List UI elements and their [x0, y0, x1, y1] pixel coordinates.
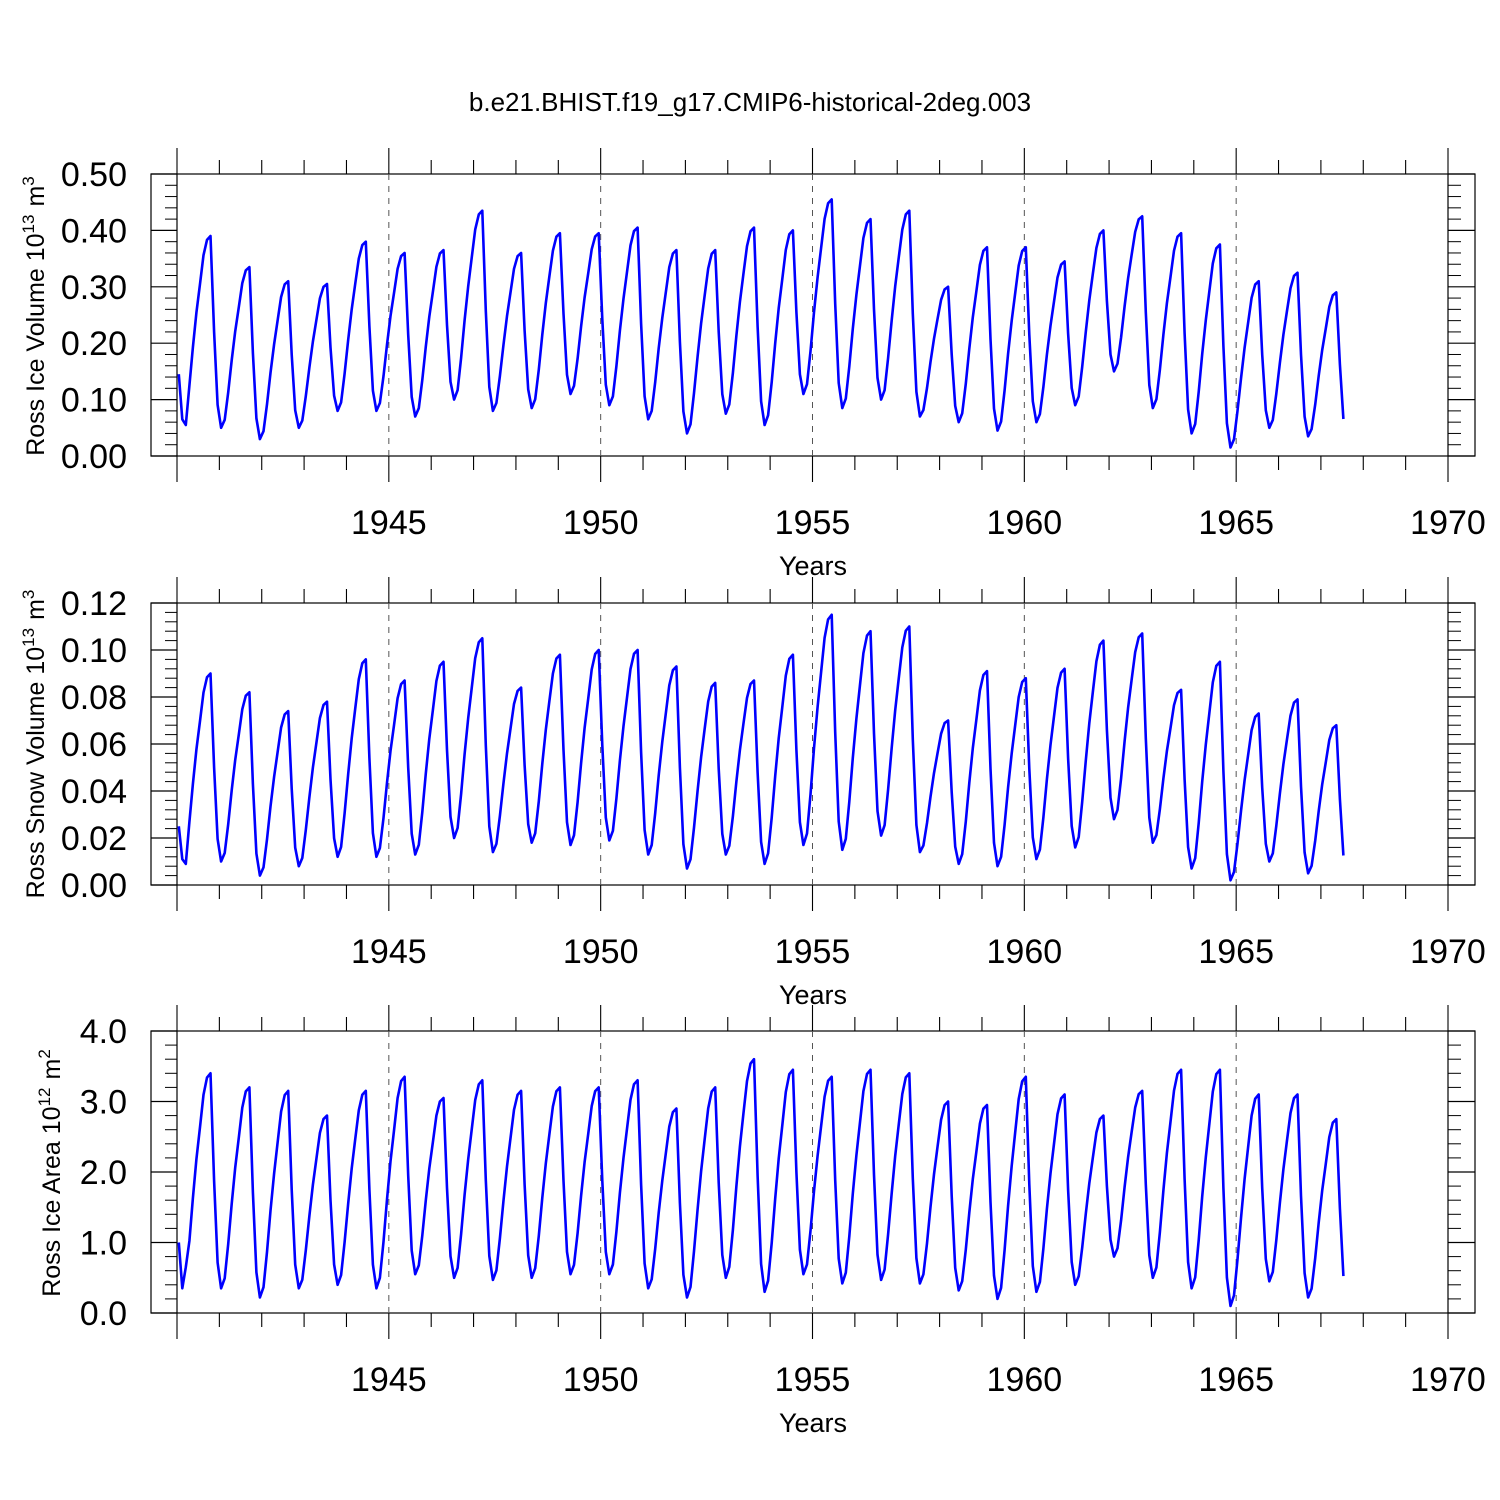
figure-title: b.e21.BHIST.f19_g17.CMIP6-historical-2de…: [469, 87, 1031, 117]
y-tick-label: 0.00: [61, 438, 127, 476]
y-tick-label: 0.10: [61, 382, 127, 420]
plot-frame: [150, 1030, 1476, 1314]
y-axis-label: Ross Ice Area 1012m2: [35, 1049, 66, 1297]
x-tick-label: 1945: [351, 1361, 427, 1399]
x-tick-label: 1955: [775, 1361, 851, 1399]
x-tick-label: 1960: [987, 1361, 1063, 1399]
y-tick-label: 1.0: [80, 1225, 127, 1263]
series-line: [177, 198, 1345, 449]
x-tick-label: 1945: [351, 933, 427, 971]
x-tick-label: 1965: [1198, 933, 1274, 971]
y-axis-label: Ross Snow Volume 1013m3: [19, 590, 50, 899]
x-tick-label: 1960: [987, 504, 1063, 542]
y-tick-label: 4.0: [80, 1013, 127, 1051]
y-tick-label: 0.0: [80, 1295, 127, 1333]
y-tick-label: 3.0: [80, 1084, 127, 1122]
y-tick-label: 0.06: [61, 726, 127, 764]
snow-volume-panel: Ross Snow Volume 1013m3 Years 0.000.020.…: [19, 577, 1486, 1010]
y-tick-label: 0.50: [61, 156, 127, 194]
y-tick-label: 0.12: [61, 585, 127, 623]
y-axis-label: Ross Ice Volume 1013m3: [19, 176, 50, 456]
x-tick-label: 1965: [1198, 504, 1274, 542]
x-tick-label: 1945: [351, 504, 427, 542]
ice-area-panel: Ross Ice Area 1012m2 Years 0.0 1.0 2.0 3.0 4…: [35, 1005, 1486, 1438]
x-tick-label: 1950: [563, 1361, 639, 1399]
y-tick-label: 2.0: [80, 1154, 127, 1192]
y-tick-label: 0.10: [61, 632, 127, 670]
y-tick-label: 0.00: [61, 867, 127, 905]
plot-frame: [150, 602, 1476, 886]
y-tick-label: 0.08: [61, 679, 127, 717]
x-tick-label: 1950: [563, 504, 639, 542]
y-tick-label: 0.20: [61, 325, 127, 363]
y-tick-label: 0.04: [61, 773, 127, 811]
y-tick-label: 0.30: [61, 269, 127, 307]
x-tick-label: 1955: [775, 933, 851, 971]
x-tick-label: 1950: [563, 933, 639, 971]
x-tick-label: 1970: [1410, 1361, 1486, 1399]
x-axis-label: Years: [779, 1408, 847, 1438]
y-tick-label: 0.40: [61, 212, 127, 250]
ice-volume-panel: Ross Ice Volume 1013m3 Years 0.00 0.10 0.2…: [19, 148, 1486, 581]
x-tick-label: 1970: [1410, 933, 1486, 971]
y-tick-label: 0.02: [61, 820, 127, 858]
x-tick-label: 1970: [1410, 504, 1486, 542]
series-line: [177, 613, 1345, 882]
x-axis-label: Years: [779, 551, 847, 581]
series-line: [177, 1057, 1345, 1308]
x-tick-label: 1960: [987, 933, 1063, 971]
x-tick-label: 1955: [775, 504, 851, 542]
x-tick-label: 1965: [1198, 1361, 1274, 1399]
